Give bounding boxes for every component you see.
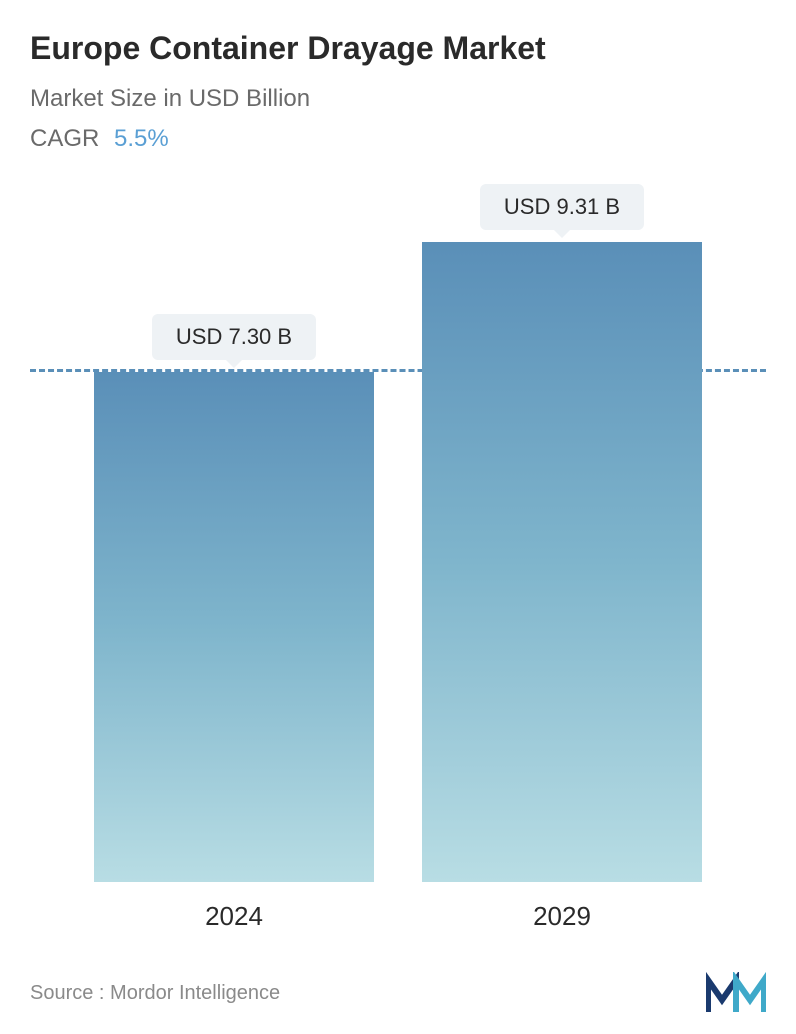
bar-1 (422, 242, 702, 882)
source-text: Source : Mordor Intelligence (30, 982, 280, 1005)
chart-area: USD 7.30 B USD 9.31 B 2024 2029 (30, 183, 766, 942)
x-axis-labels: 2024 2029 (30, 901, 766, 932)
cagr-value: 5.5% (114, 125, 169, 152)
x-label-0: 2024 (94, 901, 374, 932)
chart-footer: Source : Mordor Intelligence (30, 962, 766, 1014)
cagr-label: CAGR (30, 125, 99, 152)
chart-title: Europe Container Drayage Market (30, 30, 766, 67)
bars-container: USD 7.30 B USD 9.31 B (30, 183, 766, 882)
cagr-row: CAGR 5.5% (30, 125, 766, 153)
x-label-1: 2029 (422, 901, 702, 932)
bar-value-label-0: USD 7.30 B (152, 314, 316, 360)
chart-container: Europe Container Drayage Market Market S… (0, 0, 796, 1034)
chart-subtitle: Market Size in USD Billion (30, 85, 766, 113)
bar-0 (94, 372, 374, 882)
mordor-logo-icon (706, 972, 766, 1014)
bar-group-0: USD 7.30 B (94, 314, 374, 882)
bar-value-label-1: USD 9.31 B (480, 184, 644, 230)
bar-group-1: USD 9.31 B (422, 184, 702, 882)
